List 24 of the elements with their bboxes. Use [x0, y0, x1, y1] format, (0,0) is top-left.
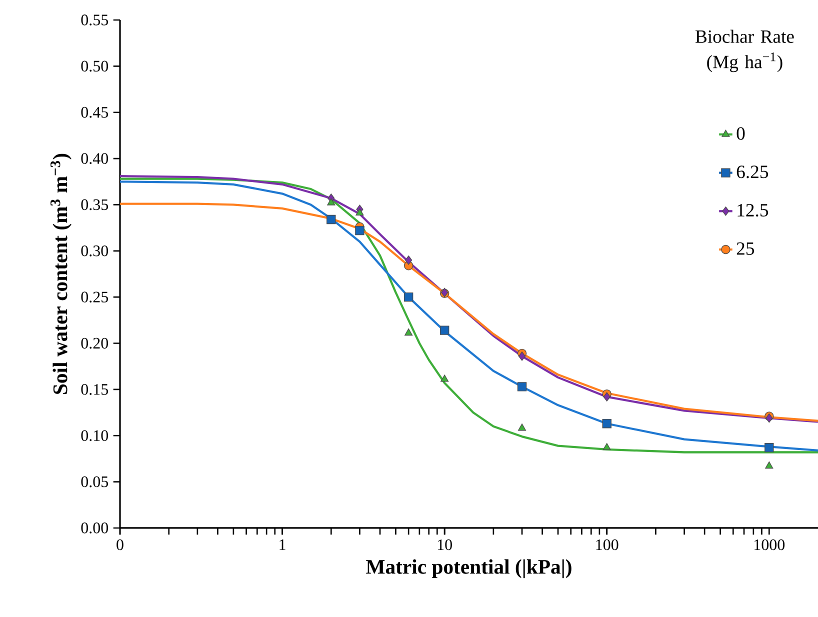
- y-tick-label: 0.35: [81, 199, 108, 210]
- y-tick-label: 0.25: [81, 292, 108, 303]
- y-tick-label: 0.30: [81, 245, 108, 256]
- legend-label: 0: [736, 127, 745, 140]
- legend-label: 25: [736, 242, 754, 255]
- x-tick-label: 1000: [754, 539, 785, 550]
- y-tick-label: 0.20: [81, 338, 108, 349]
- x-tick-label: 100: [596, 539, 618, 550]
- y-tick-label: 0.05: [81, 476, 108, 488]
- y-tick-label: 0.40: [81, 153, 108, 164]
- legend-label: 12.5: [738, 204, 768, 217]
- y-tick-label: 0.55: [81, 14, 108, 26]
- x-tick-label: 1: [280, 539, 286, 550]
- x-axis-title: Matric potential (|kPa|): [366, 559, 572, 578]
- x-tick-label: 10: [438, 539, 452, 550]
- legend-title: Biochar Rate (Mg ha$^{−1}$): [696, 30, 794, 72]
- y-tick-label: 0.50: [81, 60, 108, 72]
- y-tick-label: 0.45: [81, 106, 108, 118]
- y-tick-label: 0.15: [81, 384, 108, 395]
- y-axis-title: Soil water content (m$^{3}$ m$^{−3}$): [50, 154, 72, 394]
- y-tick-label: 0.00: [81, 522, 108, 534]
- x-tick-label: 0: [116, 539, 124, 550]
- legend-label: 6.25: [736, 166, 768, 178]
- y-tick-label: 0.10: [81, 430, 108, 442]
